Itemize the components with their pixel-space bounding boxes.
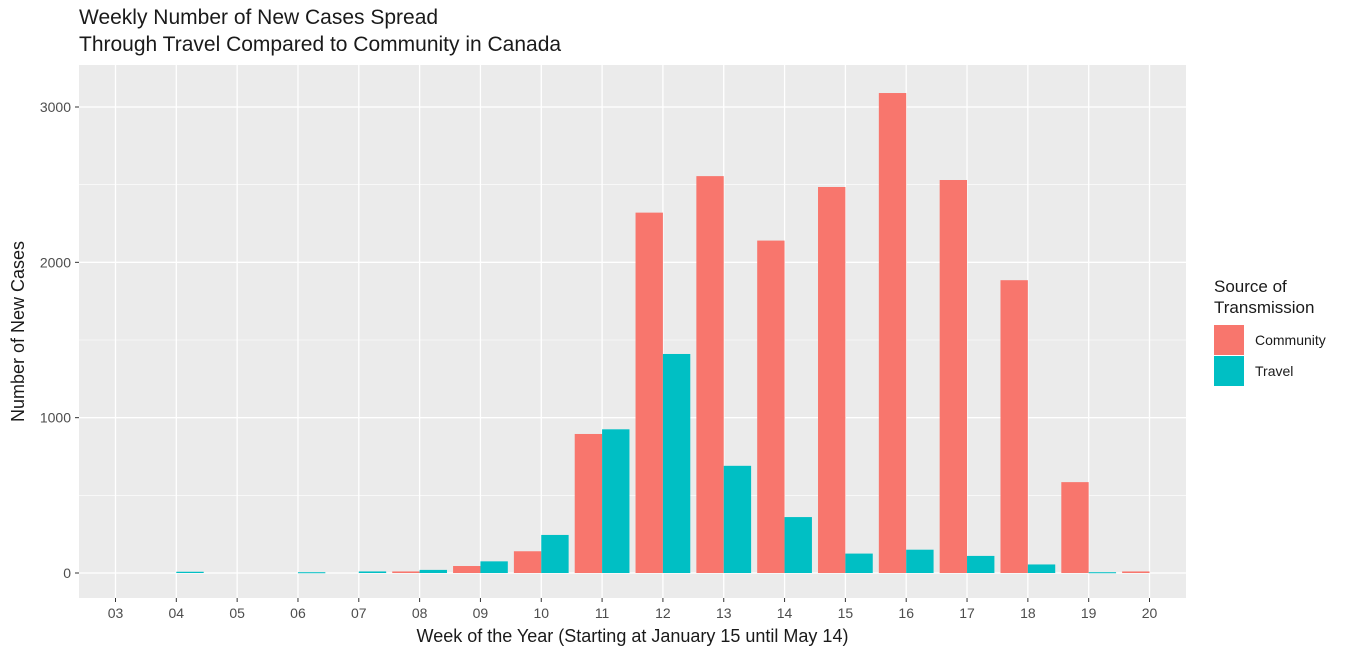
x-tick-label: 16 — [898, 605, 914, 621]
legend-item-community: Community — [1214, 324, 1326, 355]
bar-community-18 — [1000, 280, 1028, 573]
legend-key-community — [1214, 324, 1244, 355]
bar-travel-12 — [662, 353, 691, 573]
bar-community-16 — [878, 93, 907, 574]
bar-travel-14 — [784, 517, 812, 573]
bar-travel-10 — [541, 534, 569, 573]
bar-travel-07 — [358, 571, 387, 573]
legend: Source of Transmission Community Travel — [1214, 276, 1326, 386]
x-tick-label: 18 — [1020, 605, 1036, 621]
legend-title-line-1: Source of — [1214, 277, 1287, 296]
y-tick-label: 2000 — [40, 254, 71, 270]
legend-item-travel: Travel — [1214, 355, 1326, 386]
x-tick-label: 11 — [595, 605, 610, 621]
legend-label-community: Community — [1255, 331, 1326, 348]
bar-community-12 — [635, 212, 663, 574]
chart-title-line-2: Through Travel Compared to Community in … — [79, 33, 562, 56]
bar-community-14 — [757, 240, 785, 573]
bar-community-17 — [939, 180, 968, 574]
legend-title-line-2: Transmission — [1214, 298, 1315, 317]
x-tick-label: 09 — [473, 605, 489, 621]
x-tick-label: 15 — [838, 605, 854, 621]
bar-travel-09 — [480, 561, 508, 573]
bar-travel-17 — [967, 555, 995, 573]
bar-community-08 — [392, 571, 420, 573]
legend-key-travel — [1214, 355, 1244, 386]
x-tick-label: 06 — [290, 605, 306, 621]
bar-travel-18 — [1027, 564, 1056, 573]
bar-travel-15 — [845, 553, 873, 573]
bar-travel-16 — [906, 549, 934, 573]
bar-travel-06 — [297, 572, 326, 574]
x-tick-label: 13 — [716, 605, 732, 621]
y-tick-label: 1000 — [40, 410, 71, 426]
bar-travel-08 — [419, 569, 447, 573]
x-tick-label: 07 — [351, 605, 367, 621]
x-tick-label: 03 — [108, 605, 124, 621]
x-tick-label: 14 — [777, 605, 793, 621]
x-tick-label: 10 — [533, 605, 549, 621]
legend-label-travel: Travel — [1255, 362, 1294, 379]
bar-travel-04 — [176, 571, 204, 573]
y-tick-label: 3000 — [40, 99, 71, 115]
x-axis-label: Week of the Year (Starting at January 15… — [417, 626, 849, 646]
bar-travel-19 — [1088, 572, 1117, 574]
bar-travel-13 — [723, 465, 752, 573]
bar-community-20 — [1122, 571, 1150, 573]
x-tick-label: 20 — [1142, 605, 1158, 621]
bar-community-15 — [818, 186, 846, 573]
x-tick-label: 05 — [229, 605, 245, 621]
y-axis-label: Number of New Cases — [8, 241, 28, 422]
x-tick-label: 08 — [412, 605, 428, 621]
x-tick-label: 12 — [655, 605, 671, 621]
chart-title-line-1: Weekly Number of New Cases Spread — [79, 6, 439, 29]
bar-community-13 — [696, 176, 724, 573]
x-tick-label: 04 — [169, 605, 185, 621]
bar-community-19 — [1061, 482, 1089, 573]
bar-community-09 — [453, 566, 481, 573]
bar-community-10 — [513, 551, 542, 573]
bar-travel-11 — [602, 429, 630, 573]
x-tick-label: 19 — [1081, 605, 1097, 621]
y-tick-label: 0 — [63, 565, 71, 581]
bar-community-11 — [574, 433, 603, 573]
x-tick-label: 17 — [959, 605, 975, 621]
